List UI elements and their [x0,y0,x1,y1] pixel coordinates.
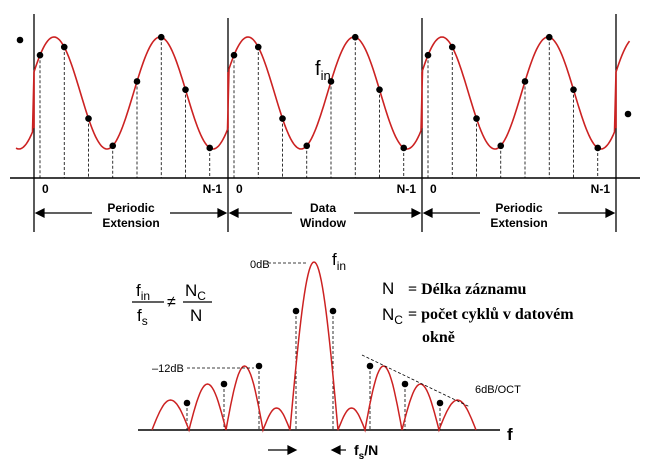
legend: N = Délka záznamu NC = počet cyklů v dat… [382,279,574,346]
sample-points [16,33,632,152]
formula-den-right: N [190,306,202,325]
sample-point [497,142,505,150]
sample-point [424,51,432,59]
sample-lines [39,37,599,178]
rolloff-line [361,354,471,408]
sample-point [157,33,165,41]
section-label-mid-1: Data [310,201,336,215]
signal-label: fin [315,58,331,83]
sample-point [60,43,68,51]
sample-point [327,78,335,85]
time-domain-panel: fin 0 N-1 0 N-1 0 N-1 Periodic Extension… [10,14,640,232]
bin-spacing-arrows [268,445,346,455]
spectrum-point [183,399,191,407]
bin-spacing-label: fs/N [354,442,378,461]
section-label-right-1: Periodic [495,201,543,215]
sample-point [182,86,189,93]
spectrum-point [401,380,409,388]
sample-point [400,144,408,152]
tick-0-c: 0 [430,182,437,196]
sample-point [133,78,141,85]
sample-point [109,142,117,150]
formula-num-left: fin [136,281,150,303]
sample-point [545,33,553,41]
tick-n1-c: N-1 [591,182,611,196]
spectrum-point [255,362,263,370]
coherence-formula: fin fs ≠ NC N [132,281,212,328]
sample-point [594,144,602,152]
sample-point [16,36,24,44]
formula-operator: ≠ [167,294,176,311]
sample-point [448,43,456,51]
legend-n-definition: = Délka záznamu [408,281,527,298]
peak-freq-label: fin [332,250,346,273]
spectrum-point [366,362,374,370]
spectrum-panel: f 0dB fin –12dB 6dB/OCT fs/N [138,250,521,461]
sample-point [230,51,238,59]
sample-point [473,115,480,122]
sample-point [376,86,383,93]
legend-n-symbol: N [382,279,394,298]
sample-point [85,115,92,122]
sample-point [570,86,577,93]
tick-n1-a: N-1 [203,182,223,196]
sample-point [254,43,262,51]
section-arrows [34,208,616,218]
rolloff-label: 6dB/OCT [475,384,521,396]
sample-point [36,51,44,59]
tick-n1-b: N-1 [397,182,417,196]
section-label-left-1: Periodic [107,201,155,215]
sample-point [279,115,286,122]
legend-nc-definition-2: okně [422,329,455,346]
spectrum-point [329,307,337,315]
sample-point [303,142,311,150]
section-label-mid-2: Window [300,216,347,230]
sample-point [521,78,529,85]
formula-den-left: fs [137,306,148,328]
legend-nc-definition-1: = počet cyklů v datovém [408,306,574,323]
spectrum-point [292,307,300,315]
sample-point [624,110,632,118]
legend-nc-symbol: NC [382,305,403,327]
section-label-left-2: Extension [102,216,159,230]
spectrum-curve [151,261,477,433]
spectrum-point [436,399,444,407]
sidelobe-db-label: –12dB [152,363,184,375]
spectrum-point [220,380,228,388]
spectrum-bin-lines [186,311,441,430]
formula-num-right: NC [185,281,206,303]
tick-0-a: 0 [42,182,49,196]
frequency-axis-label: f [507,425,513,444]
sample-point [351,33,359,41]
sine-wave [15,36,631,150]
sample-point [206,144,214,152]
section-label-right-2: Extension [490,216,547,230]
tick-0-b: 0 [236,182,243,196]
peak-db-label: 0dB [250,259,270,271]
spectrum-sample-points [183,307,444,407]
